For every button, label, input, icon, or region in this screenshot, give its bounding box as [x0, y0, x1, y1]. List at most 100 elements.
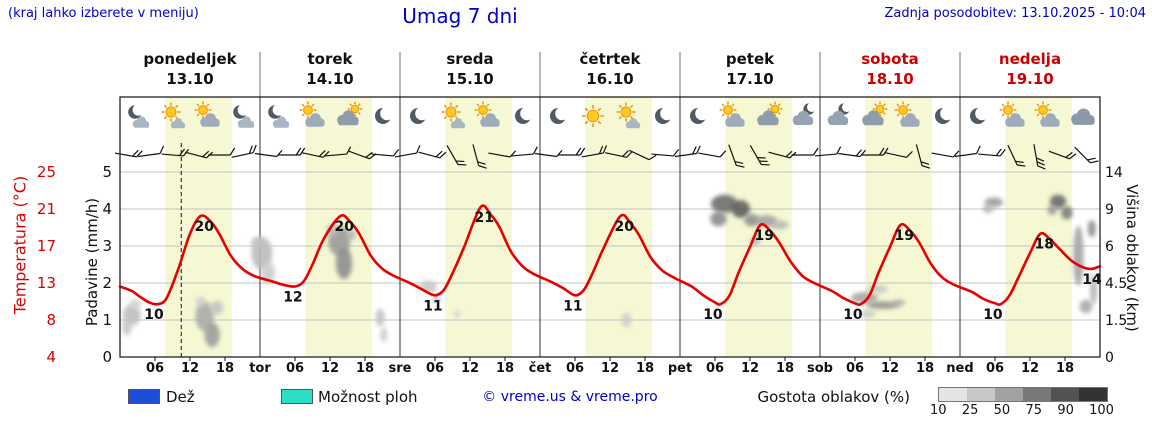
cloud-blob: [195, 296, 206, 307]
time-label: 06: [706, 361, 724, 376]
cloud-blob: [744, 213, 760, 227]
day-date: 18.10: [866, 69, 914, 88]
wind-barb-stroke: [882, 147, 889, 156]
temp-axis-tick: 13: [37, 274, 56, 292]
wind-barb-stroke: [346, 146, 352, 155]
sun-cloud-small-icon: [435, 100, 471, 134]
wind-barb: [791, 147, 819, 156]
sun-cloud-small-icon: [155, 100, 191, 134]
precip-axis-tick: 4: [102, 200, 112, 218]
time-label: 18: [776, 361, 794, 376]
cloud-moon-icon: [820, 100, 856, 134]
wind-barb-stroke: [159, 145, 165, 154]
wind-barb-stroke: [1069, 153, 1077, 160]
cloud-blob: [375, 308, 385, 327]
cloud-blob: [1079, 299, 1093, 314]
temp-point-label: 10: [843, 307, 863, 323]
day-abbrev-label: pet: [668, 361, 692, 376]
wind-barb-stroke: [761, 163, 770, 166]
sun-icon: [575, 100, 611, 134]
wind-barb-stroke: [455, 160, 465, 163]
cloud-blob: [1047, 205, 1057, 215]
day-abbrev-label: tor: [249, 361, 271, 376]
wind-barb-stroke: [478, 165, 487, 169]
temp-point-label: 19: [895, 228, 914, 244]
wind-barb: [1074, 146, 1099, 164]
wind-barb-stroke: [757, 156, 766, 159]
precip-axis-tick: 5: [102, 163, 112, 181]
wind-barb: [324, 146, 352, 157]
cloud-blob: [1049, 194, 1067, 209]
cloud-blob: [204, 322, 220, 348]
wind-barb-stroke: [920, 161, 930, 165]
wind-barb-stroke: [532, 146, 538, 155]
cloud-blob: [251, 236, 262, 248]
temp-point-label: 11: [423, 298, 442, 314]
time-label: 06: [566, 361, 584, 376]
day-date: 14.10: [306, 69, 354, 88]
cloud-blob: [731, 200, 750, 218]
wind-barb: [254, 149, 283, 158]
showers-legend-label: Možnost ploh: [318, 388, 418, 406]
wind-barb-stroke: [855, 149, 863, 157]
cloud-blob: [1087, 220, 1096, 238]
day-date: 19.10: [1006, 69, 1054, 88]
day-header: torek 14.10: [260, 50, 400, 96]
moon-cloud-icon: [225, 100, 261, 134]
wind-barb-stroke: [394, 152, 417, 158]
temp-axis-tick: 25: [37, 163, 56, 181]
day-name: sobota: [861, 50, 919, 68]
moon-icon: [505, 100, 541, 134]
last-updated: Zadnja posodobitev: 13.10.2025 - 10:04: [884, 6, 1146, 21]
moon-icon: [925, 100, 961, 134]
copyright-link[interactable]: © vreme.us & vreme.pro: [482, 389, 658, 405]
moon-icon: [540, 100, 576, 134]
time-label: 06: [426, 361, 444, 376]
wind-barb-stroke: [299, 147, 306, 156]
cloud-sun-icon: [855, 100, 891, 134]
time-label: 18: [216, 361, 234, 376]
wind-barb-stroke: [1090, 160, 1099, 164]
time-label: 06: [986, 361, 1004, 376]
wind-barb: [581, 145, 608, 158]
sun-cloud-small-icon: [610, 100, 646, 134]
precip-axis-tick: 3: [102, 237, 112, 255]
precip-axis-tick: 0: [102, 348, 112, 366]
temp-point-label: 20: [195, 219, 215, 235]
day-abbrev-label: sre: [389, 361, 412, 376]
wind-barb: [749, 145, 770, 166]
time-label: 12: [321, 361, 339, 376]
wind-barb-stroke: [931, 152, 954, 158]
wind-barb-stroke: [416, 145, 421, 154]
time-label: 18: [636, 361, 654, 376]
wind-barb-stroke: [439, 151, 447, 159]
wind-barb-stroke: [952, 150, 960, 158]
wind-barb: [954, 145, 981, 158]
temperature-curve: [118, 204, 1102, 307]
cloud-height-axis-tick: 6: [1105, 239, 1114, 255]
wind-barb: [371, 149, 400, 157]
sun-cloud-icon: [995, 100, 1031, 134]
density-tick-label: 90: [1057, 403, 1074, 418]
temp-point-label: 21: [475, 210, 494, 226]
wind-barb: [1007, 144, 1026, 167]
time-label: 18: [1056, 361, 1074, 376]
wind-barb-stroke: [365, 151, 373, 158]
time-label: 12: [741, 361, 759, 376]
precip-axis-tick: 2: [102, 274, 112, 292]
cloud-blob: [984, 197, 1004, 208]
wind-barb-stroke: [598, 145, 604, 155]
cloud-blob: [866, 301, 900, 309]
cloud-blob: [860, 309, 876, 319]
cloud-sun-icon: [750, 100, 786, 134]
moon-icon: [400, 100, 436, 134]
wind-barb-stroke: [1036, 157, 1045, 162]
wind-barb-stroke: [759, 160, 768, 163]
wind-barb-stroke: [435, 150, 443, 158]
temp-axis-tick: 8: [46, 311, 56, 329]
wind-barb-stroke: [999, 149, 1006, 157]
cloud-blob: [335, 247, 353, 280]
cloud-blob: [621, 312, 631, 328]
temp-point-label: 14: [1082, 272, 1102, 288]
